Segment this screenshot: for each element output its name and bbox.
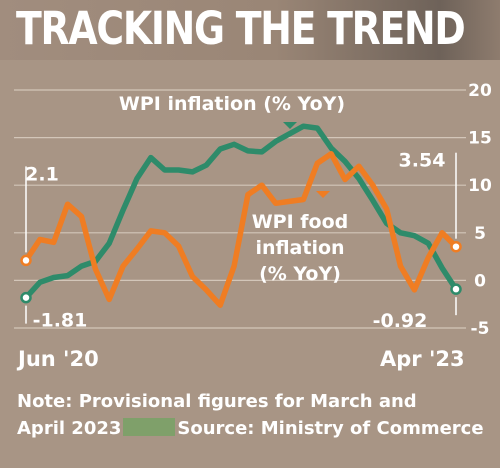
wpi-food-inflation-line: [23, 151, 459, 308]
wpi-last-value-label: -0.92: [373, 310, 428, 332]
food-label-pointer: [316, 191, 330, 198]
food-first-value-label: 2.1: [25, 163, 59, 185]
wpi-inflation-line: [23, 123, 459, 301]
wpi-first-value-label: -1.81: [33, 310, 88, 332]
wpi-endpoint-marker: [450, 283, 462, 295]
page-title: TRACKING THE TREND: [16, 2, 466, 55]
food-series-label-line: (% YoY): [259, 263, 341, 285]
header-background: [0, 0, 500, 60]
note-line-1: Note: Provisional figures for March and: [17, 391, 417, 412]
y-tick-label: 15: [468, 129, 492, 149]
food-last-value-label: 3.54: [399, 150, 446, 172]
y-tick-label: 20: [468, 81, 492, 101]
redaction-block: [123, 418, 176, 436]
x-start-label: Jun '20: [16, 347, 99, 371]
note-source: Source: Ministry of Commerce: [177, 418, 484, 439]
wpi-endpoint-marker: [20, 291, 32, 304]
note-line-2: April 2023 Source: Ministry of Commerce: [17, 415, 487, 442]
x-end-label: Apr '23: [380, 347, 465, 371]
wpi-series-label: WPI inflation (% YoY): [119, 93, 345, 115]
note-april: April 2023: [17, 418, 122, 439]
footnote: Note: Provisional figures for March and …: [17, 388, 487, 442]
y-tick-label: 5: [474, 224, 486, 244]
food-endpoint-marker: [450, 240, 462, 253]
wpi-label-pointer: [283, 122, 297, 129]
y-tick-label: -5: [471, 319, 490, 339]
y-tick-label: 0: [474, 271, 486, 291]
food-series-label: WPI food inflation (% YoY): [252, 211, 349, 285]
food-series-label-line: WPI food: [252, 211, 349, 233]
line-chart: 20 15 10 5 0 -5 2.1 3.54 -1.81 -0.92 Jun '20 Apr '2…: [14, 81, 492, 371]
food-endpoint-marker: [20, 254, 32, 267]
food-series-label-line: inflation: [255, 237, 344, 259]
y-tick-label: 10: [468, 176, 492, 196]
